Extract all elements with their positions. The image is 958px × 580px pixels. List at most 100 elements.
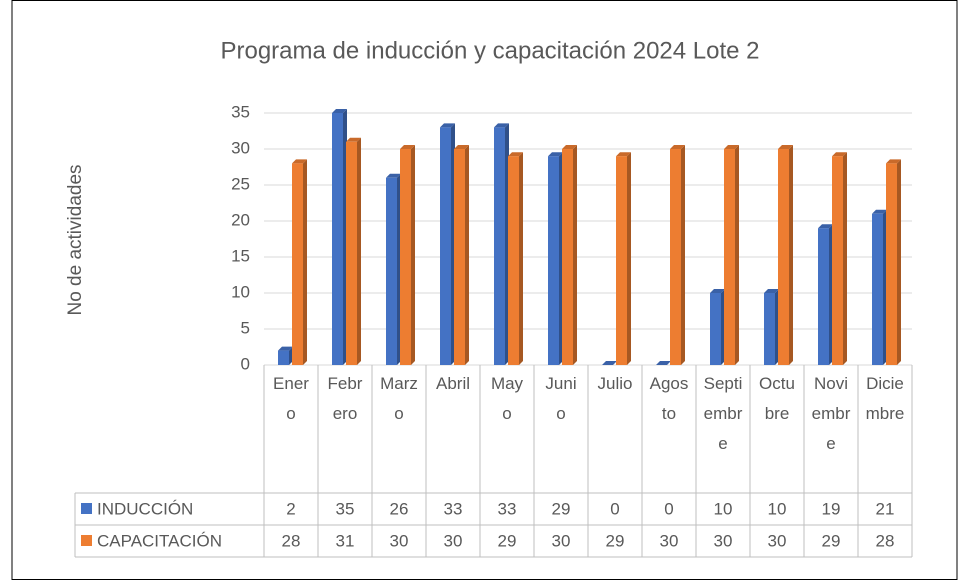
y-tick-label: 10 <box>231 282 250 301</box>
bar-top <box>440 123 455 128</box>
bar <box>886 163 897 365</box>
x-tick-label: Julio <box>598 374 633 393</box>
table-value: 0 <box>610 499 619 518</box>
bar <box>346 141 357 365</box>
x-tick-label: Agos to <box>650 374 689 423</box>
table-value: 29 <box>552 499 571 518</box>
y-tick-label: 15 <box>231 246 250 265</box>
bar-side <box>465 145 469 365</box>
table-value: 29 <box>498 531 517 550</box>
bar <box>818 228 829 365</box>
bar-side <box>843 152 847 365</box>
bar <box>710 293 721 365</box>
bar-top <box>616 152 631 157</box>
y-tick-label: 0 <box>241 354 250 373</box>
bar-side <box>573 145 577 365</box>
table-value: 35 <box>336 499 355 518</box>
bar-top <box>670 145 685 149</box>
bar <box>562 149 573 365</box>
bar-top <box>508 152 523 157</box>
legend-swatch <box>81 535 92 546</box>
x-tick-label: Dicie mbre <box>866 374 905 423</box>
bar-top <box>454 145 469 149</box>
bar-top <box>332 109 347 113</box>
table-value: 28 <box>282 531 301 550</box>
table-value: 28 <box>876 531 895 550</box>
legend-swatch <box>81 503 92 514</box>
bar-side <box>357 137 361 365</box>
bar-side <box>897 159 901 365</box>
bar <box>724 149 735 365</box>
chart-border <box>11 0 958 580</box>
table-value: 31 <box>336 531 355 550</box>
bar <box>494 127 505 366</box>
bar <box>278 350 289 365</box>
bar-top <box>346 137 361 142</box>
table-value: 30 <box>390 531 409 550</box>
table-value: 2 <box>286 499 295 518</box>
table-value: 0 <box>664 499 673 518</box>
table-value: 33 <box>444 499 463 518</box>
bar-side <box>303 159 307 365</box>
bar-side <box>681 145 685 365</box>
bar-top <box>832 152 847 157</box>
bar-side <box>411 145 415 365</box>
bar <box>386 177 397 365</box>
bar-top <box>764 289 779 293</box>
bar <box>778 149 789 365</box>
bar-side <box>519 152 523 365</box>
bar-top <box>494 123 509 128</box>
bar-top <box>602 361 617 365</box>
table-value: 30 <box>714 531 733 550</box>
bar-top <box>656 361 671 365</box>
x-tick-label: Juni o <box>545 374 576 423</box>
bar-top <box>818 224 833 229</box>
chart-title: Programa de inducción y capacitación 202… <box>220 37 759 64</box>
table-value: 30 <box>552 531 571 550</box>
table-value: 29 <box>822 531 841 550</box>
bar <box>440 127 451 366</box>
bar-top <box>548 152 563 157</box>
x-tick-label: Octu bre <box>759 374 795 423</box>
x-tick-label: Septi embr e <box>704 374 743 453</box>
bar <box>292 163 303 365</box>
bar <box>670 149 681 365</box>
y-tick-label: 20 <box>231 210 250 229</box>
bar <box>832 156 843 365</box>
table-value: 33 <box>498 499 517 518</box>
bar-top <box>710 289 725 293</box>
y-axis-label: No de actividades <box>65 164 86 315</box>
bar-top <box>562 145 577 149</box>
table-value: 21 <box>876 499 895 518</box>
y-tick-label: 5 <box>241 318 250 337</box>
bar-side <box>789 145 793 365</box>
x-tick-label: May o <box>491 374 524 423</box>
bar <box>400 149 411 365</box>
bar <box>332 113 343 365</box>
bar-top <box>292 159 307 164</box>
bar-top <box>724 145 739 149</box>
table-value: 29 <box>606 531 625 550</box>
x-tick-label: Febr ero <box>328 374 363 423</box>
bar-top <box>886 159 901 164</box>
table-value: 19 <box>822 499 841 518</box>
bar-top <box>386 173 401 178</box>
bar-top <box>278 346 293 351</box>
table-value: 10 <box>714 499 733 518</box>
x-tick-label: Marz o <box>380 374 418 423</box>
bar <box>872 213 883 365</box>
table-value: 26 <box>390 499 409 518</box>
x-tick-label: Ener o <box>273 374 309 423</box>
x-tick-label: Abril <box>436 374 470 393</box>
table-value: 30 <box>660 531 679 550</box>
table-value: 30 <box>444 531 463 550</box>
bar <box>616 156 627 365</box>
y-tick-label: 35 <box>231 102 250 121</box>
bar-top <box>872 209 887 214</box>
y-tick-label: 30 <box>231 138 250 157</box>
bar <box>454 149 465 365</box>
y-tick-label: 25 <box>231 174 250 193</box>
table-value: 10 <box>768 499 787 518</box>
bar <box>508 156 519 365</box>
